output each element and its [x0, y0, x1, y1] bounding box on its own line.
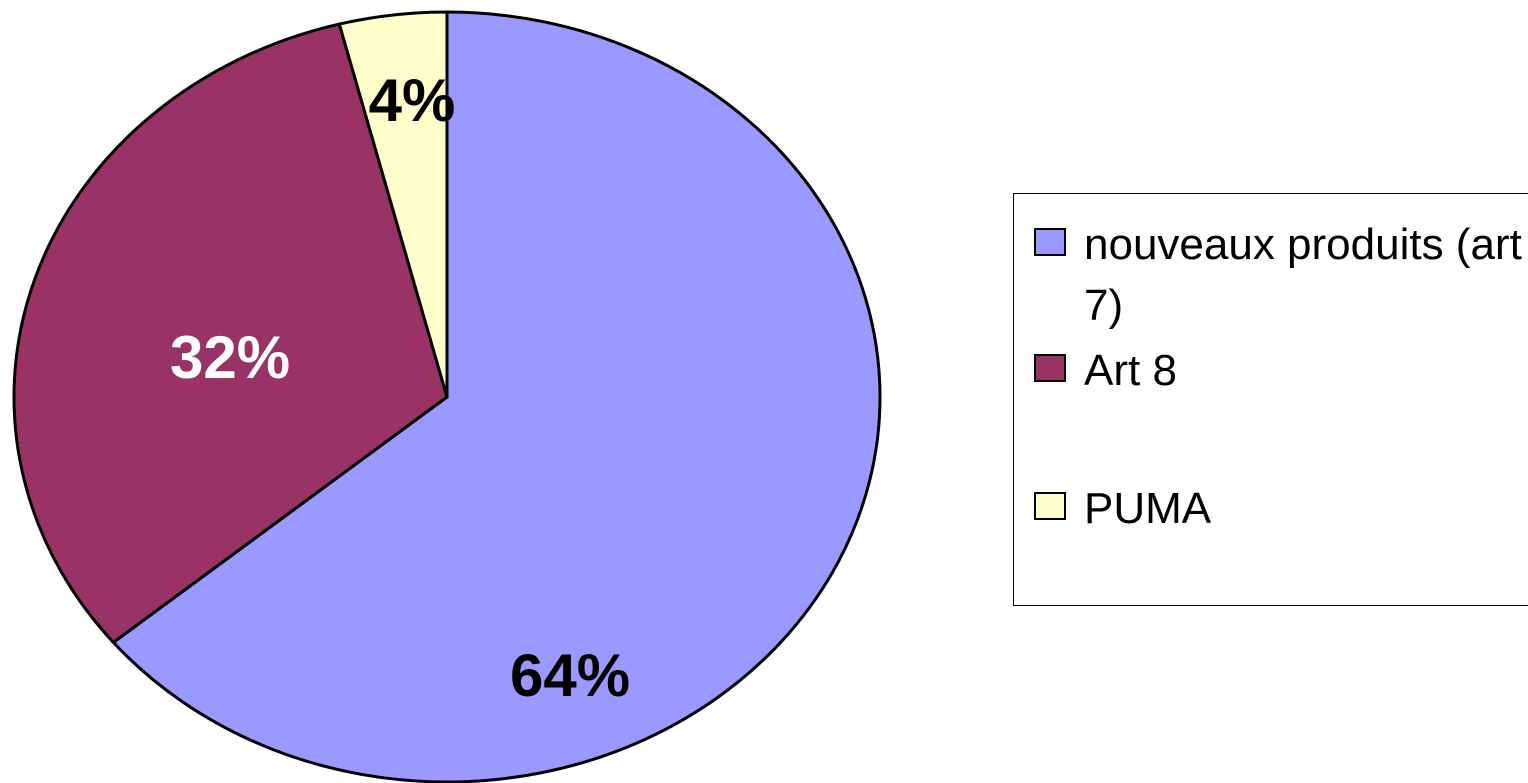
legend-label: Art 8 [1084, 346, 1177, 395]
legend-swatch [1034, 354, 1066, 382]
pie-slice [111, 10, 882, 783]
pie-slice [12, 22, 449, 645]
legend-swatch [1034, 492, 1066, 520]
legend-entry: Art 8 [1034, 340, 1524, 401]
legend-swatch [1034, 228, 1066, 256]
pie-area: 64% 32% 4% [12, 10, 882, 783]
legend-entry: PUMA [1034, 478, 1524, 539]
data-label: 32% [170, 324, 290, 391]
data-label: 4% [369, 67, 456, 134]
legend: nouveaux produits (art 7) Art 8 PUMA [1013, 193, 1528, 606]
pie-slice [337, 10, 449, 398]
legend-entry: nouveaux produits (art 7) [1034, 214, 1524, 336]
legend-label: PUMA [1084, 484, 1212, 533]
data-label: 64% [510, 642, 630, 709]
legend-label: nouveaux produits (art 7) [1084, 220, 1522, 330]
